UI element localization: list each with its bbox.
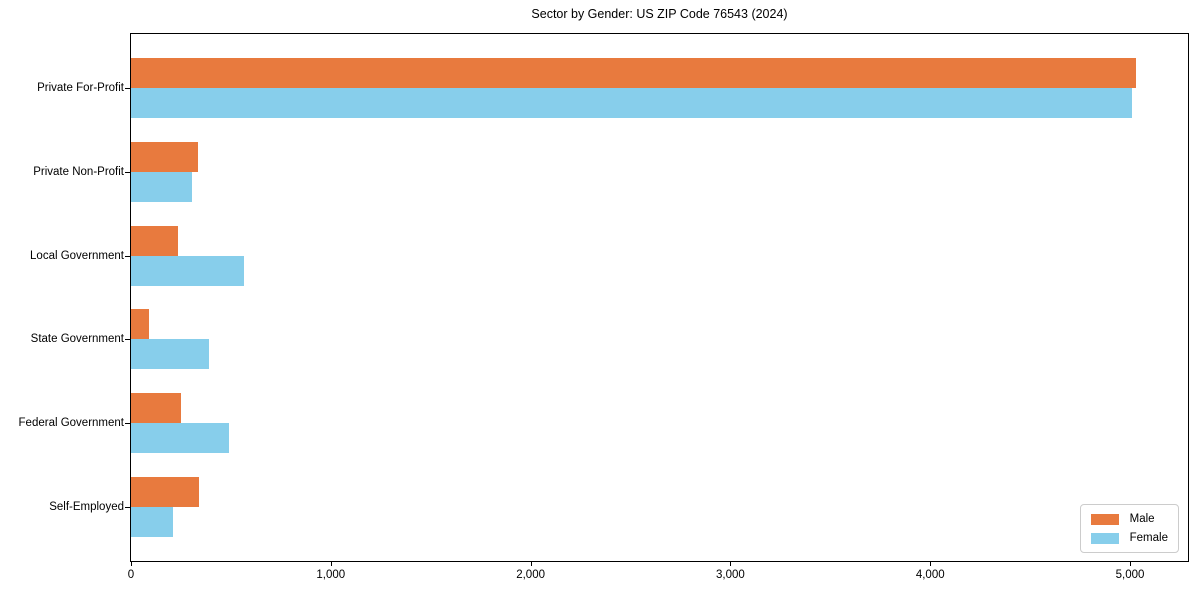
legend-item-female: Female [1090, 532, 1168, 544]
y-axis-label-private-non-profit: Private Non-Profit [33, 165, 124, 178]
bar-group-self-employed [131, 465, 1188, 549]
x-tick-2000 [531, 562, 532, 566]
y-axis-label-local-government: Local Government [30, 249, 124, 262]
bar-groups [131, 46, 1188, 549]
x-tick-4000 [930, 562, 931, 566]
x-axis-label-2000: 2,000 [516, 569, 545, 581]
x-tick-0 [131, 562, 132, 566]
x-tick-5000 [1130, 562, 1131, 566]
bar-group-private-non-profit [131, 130, 1188, 214]
bar-male-local-government [131, 225, 178, 256]
legend-label-female: Female [1129, 532, 1168, 544]
bar-female-self-employed [131, 507, 173, 538]
female-swatch-icon [1090, 532, 1119, 544]
bar-male-private-for-profit [131, 57, 1137, 88]
y-tick-local-government [125, 256, 130, 257]
bar-female-federal-government [131, 423, 229, 454]
y-axis-label-private-for-profit: Private For-Profit [37, 81, 124, 94]
x-axis-label-1000: 1,000 [316, 569, 346, 581]
plot-area: Male Female [130, 33, 1189, 562]
bar-group-state-government [131, 297, 1188, 381]
y-axis-label-federal-government: Federal Government [18, 417, 124, 430]
x-axis-label-5000: 5,000 [1115, 569, 1145, 581]
bar-group-federal-government [131, 381, 1188, 465]
bar-male-private-non-profit [131, 141, 198, 172]
legend-item-male: Male [1090, 513, 1168, 525]
bar-male-state-government [131, 309, 149, 340]
bar-group-private-for-profit [131, 46, 1188, 130]
bar-female-state-government [131, 339, 209, 370]
y-tick-private-non-profit [125, 172, 130, 173]
bar-female-private-for-profit [131, 87, 1133, 118]
y-axis-label-state-government: State Government [30, 333, 124, 346]
x-axis-label-0: 0 [127, 569, 135, 581]
chart-title: Sector by Gender: US ZIP Code 76543 (202… [531, 7, 788, 21]
bar-male-federal-government [131, 393, 181, 424]
male-swatch-icon [1090, 513, 1119, 525]
y-tick-self-employed [125, 507, 130, 508]
bar-female-private-non-profit [131, 171, 192, 202]
legend: Male Female [1079, 504, 1179, 553]
x-tick-3000 [730, 562, 731, 566]
y-tick-state-government [125, 339, 130, 340]
x-axis-label-3000: 3,000 [716, 569, 745, 581]
x-axis-label-4000: 4,000 [915, 569, 945, 581]
x-tick-1000 [331, 562, 332, 566]
bar-male-self-employed [131, 477, 199, 508]
y-axis-label-self-employed: Self-Employed [49, 501, 124, 514]
bar-female-local-government [131, 255, 244, 286]
bar-group-local-government [131, 214, 1188, 298]
legend-label-male: Male [1129, 513, 1155, 525]
y-tick-private-for-profit [125, 88, 130, 89]
y-tick-federal-government [125, 423, 130, 424]
